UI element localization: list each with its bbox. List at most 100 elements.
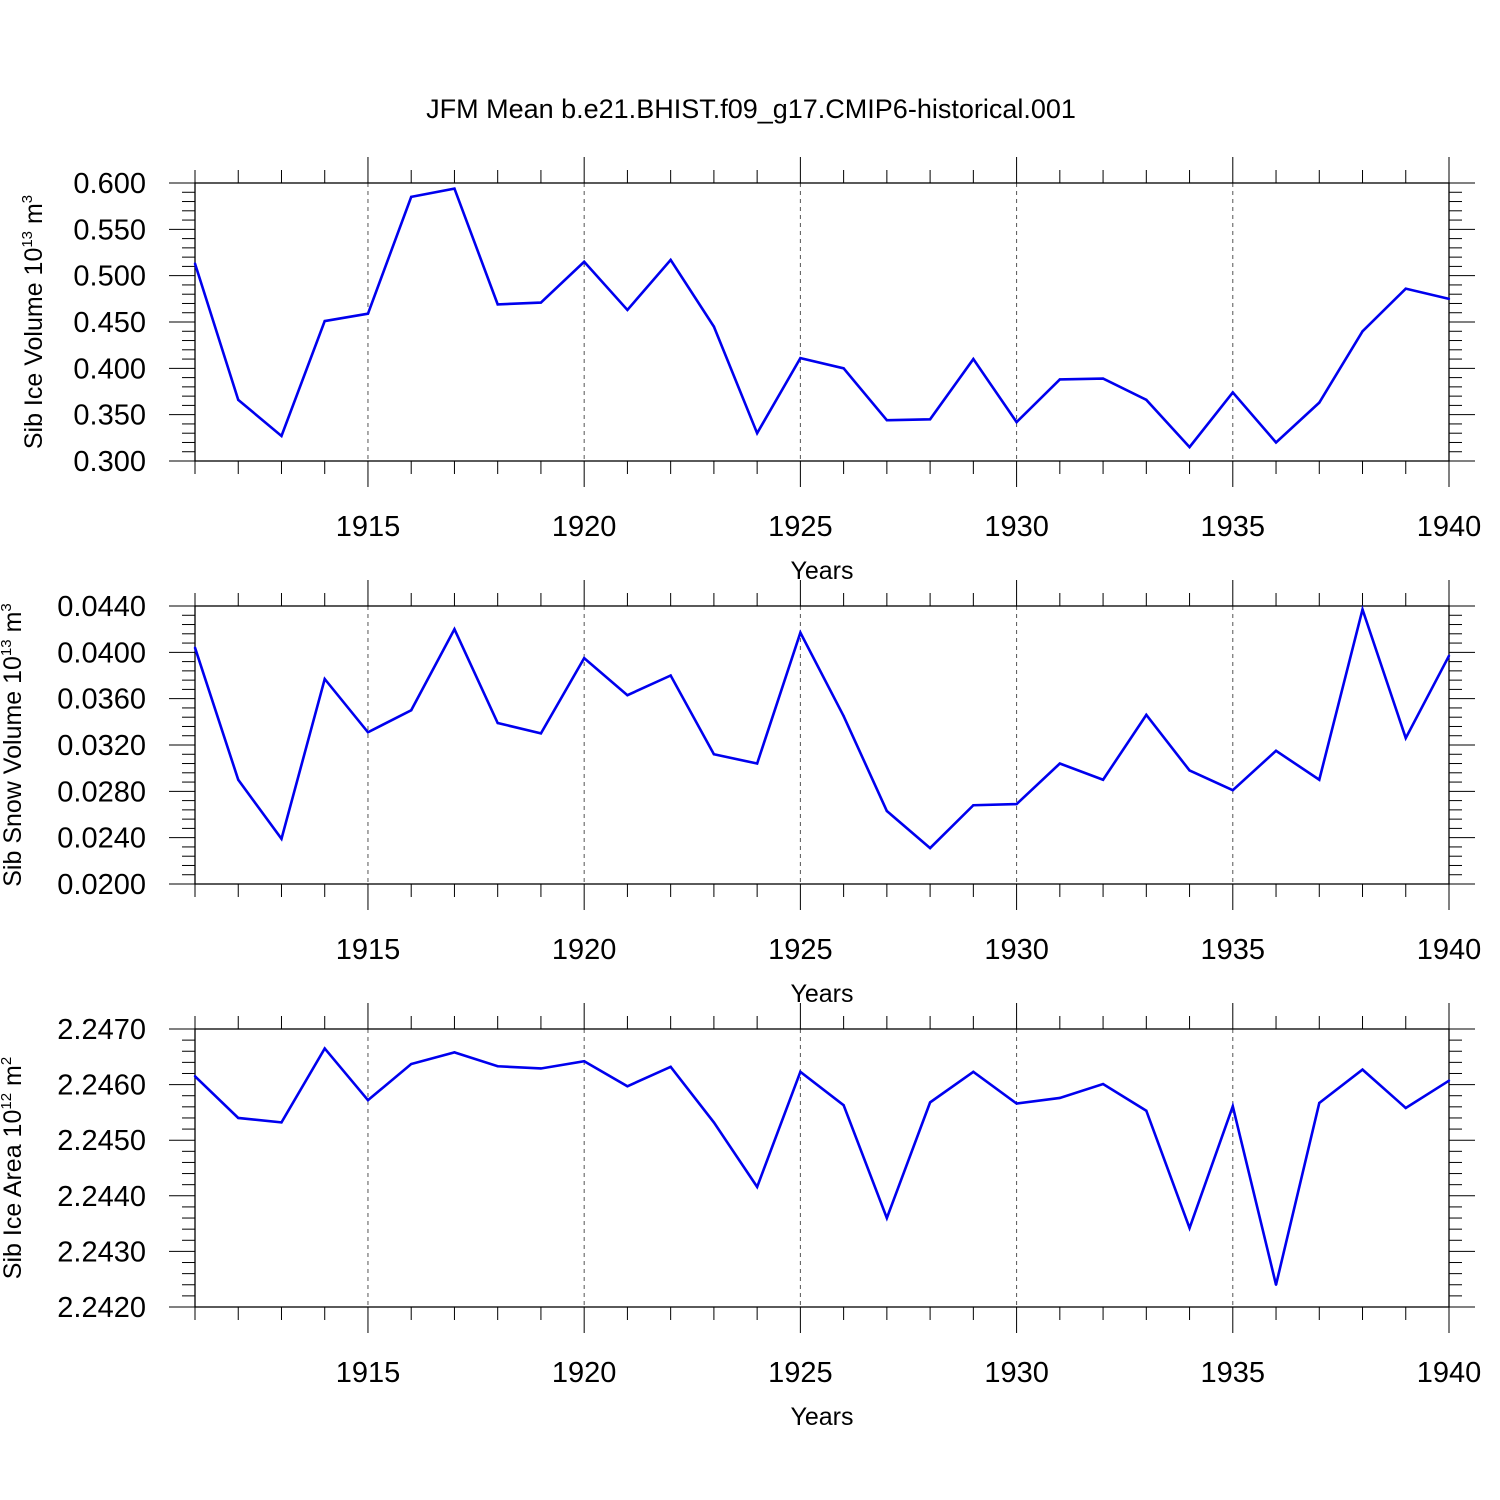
series-line xyxy=(193,604,1451,850)
y-axis-label-unit-exponent: 3 xyxy=(19,195,36,203)
data-point xyxy=(1274,749,1278,752)
y-tick-label: 2.2430 xyxy=(57,1236,146,1268)
data-point xyxy=(237,778,240,781)
data-point xyxy=(842,1103,845,1107)
data-point xyxy=(1361,608,1364,611)
data-point xyxy=(582,1060,586,1063)
data-point xyxy=(1318,778,1321,781)
y-tick-label: 0.0200 xyxy=(57,869,146,901)
data-point xyxy=(539,301,543,304)
data-point xyxy=(1145,1109,1148,1112)
data-point xyxy=(972,357,975,361)
data-point xyxy=(885,809,889,813)
data-point xyxy=(1101,778,1105,781)
data-point xyxy=(972,804,975,807)
data-point xyxy=(193,262,197,265)
data-point xyxy=(410,1062,413,1066)
data-point xyxy=(1231,788,1234,792)
data-point xyxy=(1447,1079,1451,1082)
data-point xyxy=(1188,769,1191,772)
x-tick-label: 1930 xyxy=(984,934,1049,966)
y-axis-label-unit: m xyxy=(20,203,48,231)
data-point xyxy=(755,1185,759,1189)
data-point xyxy=(1058,1096,1062,1100)
x-tick-label: 1915 xyxy=(336,934,401,966)
data-point xyxy=(1015,420,1018,424)
y-tick-label: 2.2420 xyxy=(57,1292,146,1324)
data-point xyxy=(1058,762,1062,765)
y-tick-label: 0.0440 xyxy=(57,591,146,623)
data-point xyxy=(1318,401,1321,404)
data-point xyxy=(1404,1106,1407,1110)
data-point xyxy=(885,419,889,422)
panel-2: 0.0200 0.0240 0.0280 0.0320 0.0360 0.0400 0.04… xyxy=(0,580,1481,1008)
data-point xyxy=(1145,398,1148,402)
data-point xyxy=(1231,1105,1234,1108)
y-tick-label: 0.0360 xyxy=(57,684,146,716)
data-point xyxy=(842,367,845,370)
data-point xyxy=(842,714,845,718)
y-axis-label-unit-exponent: 2 xyxy=(0,1057,15,1065)
y-tick-label: 2.2450 xyxy=(57,1125,146,1157)
y-tick-label: 0.450 xyxy=(73,307,146,339)
x-tick-label: 1930 xyxy=(984,511,1049,543)
y-tick-label: 2.2470 xyxy=(57,1014,146,1046)
data-point xyxy=(712,753,716,756)
data-point xyxy=(1101,377,1105,380)
data-point xyxy=(626,1085,629,1088)
y-axis-label-text: Sib Ice Volume 10 xyxy=(20,248,48,450)
data-point xyxy=(410,709,413,712)
y-tick-label: 0.500 xyxy=(73,261,146,293)
data-point xyxy=(669,674,672,677)
y-axis-label-exponent: 12 xyxy=(0,1093,15,1110)
data-point xyxy=(1274,441,1278,444)
data-point xyxy=(237,398,240,402)
series-line xyxy=(194,1046,1450,1286)
data-point xyxy=(1145,713,1148,717)
data-point xyxy=(1015,1102,1018,1105)
x-tick-label: 1920 xyxy=(552,511,617,543)
x-tick-label: 1925 xyxy=(768,1357,833,1389)
y-axis-label-text: Sib Ice Area 10 xyxy=(0,1110,27,1280)
plot-frame xyxy=(194,182,1450,462)
data-point xyxy=(323,677,326,681)
y-tick-label: 0.600 xyxy=(73,168,146,200)
data-point xyxy=(539,732,543,735)
data-point xyxy=(366,312,370,315)
x-tick-label: 1935 xyxy=(1201,934,1266,966)
x-tick-label: 1925 xyxy=(768,511,833,543)
data-point xyxy=(1318,1101,1321,1105)
data-point xyxy=(280,434,283,438)
data-point xyxy=(1231,391,1234,394)
data-point xyxy=(193,646,197,649)
y-tick-label: 0.350 xyxy=(73,400,146,432)
data-point xyxy=(366,1098,370,1102)
data-point xyxy=(1015,802,1018,806)
data-point xyxy=(280,837,283,841)
series-line xyxy=(193,187,1450,450)
data-point xyxy=(1058,378,1062,381)
data-point xyxy=(1447,297,1451,301)
x-tick-label: 1925 xyxy=(768,934,833,966)
x-tick-label: 1915 xyxy=(336,1357,401,1389)
data-point xyxy=(669,1065,672,1069)
y-axis-label: Sib Snow Volume 1013 m3 xyxy=(0,603,27,887)
data-point xyxy=(453,627,456,631)
data-point xyxy=(582,656,586,660)
x-tick-label: 1935 xyxy=(1201,511,1266,543)
x-tick-label: 1935 xyxy=(1201,1357,1266,1389)
data-point xyxy=(799,356,802,360)
data-point xyxy=(323,319,326,323)
x-tick-label: 1920 xyxy=(552,1357,617,1389)
data-point xyxy=(323,1047,326,1050)
chart-panels: 0.300 0.350 0.400 0.450 0.500 0.550 0.600 1915 1… xyxy=(0,157,1481,1431)
panel-3: 2.2420 2.2430 2.2440 2.2450 2.2460 2.2470 1915… xyxy=(0,1003,1481,1431)
data-point xyxy=(755,762,759,765)
data-point xyxy=(1188,445,1191,449)
data-point xyxy=(496,1065,499,1068)
y-tick-label: 0.0240 xyxy=(57,823,146,855)
x-tick-label: 1940 xyxy=(1417,934,1482,966)
data-point xyxy=(928,418,932,421)
data-point xyxy=(1447,654,1451,658)
